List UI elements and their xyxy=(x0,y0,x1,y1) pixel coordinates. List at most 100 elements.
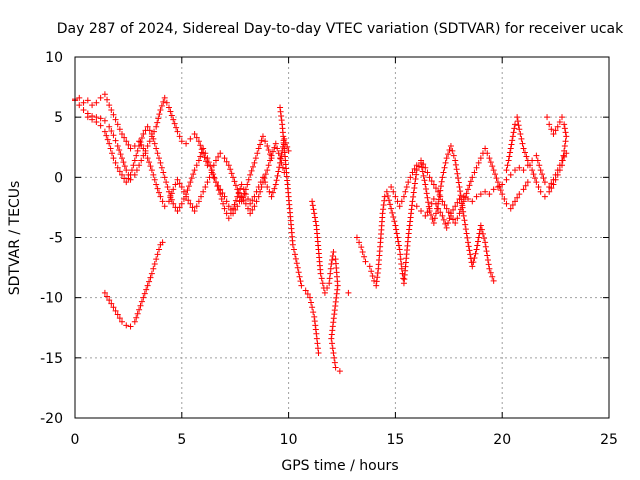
data-point xyxy=(265,147,272,154)
data-point xyxy=(240,194,247,201)
data-point xyxy=(523,153,530,160)
data-point xyxy=(403,183,410,190)
data-point xyxy=(308,299,315,306)
data-point xyxy=(477,222,484,229)
data-point xyxy=(116,315,123,322)
data-point xyxy=(318,275,325,282)
data-point xyxy=(446,215,453,222)
data-point xyxy=(142,150,149,157)
data-point xyxy=(106,123,113,130)
data-point xyxy=(110,132,117,139)
data-point xyxy=(499,181,506,188)
data-point xyxy=(425,199,432,206)
data-point xyxy=(138,135,145,142)
data-point xyxy=(466,182,473,189)
data-point xyxy=(411,184,418,191)
data-point xyxy=(526,162,533,169)
data-point xyxy=(114,311,121,318)
data-point xyxy=(161,203,168,210)
data-point xyxy=(313,330,320,337)
data-point xyxy=(231,178,238,185)
data-point xyxy=(534,157,541,164)
data-point xyxy=(117,151,124,158)
data-point xyxy=(223,158,230,165)
data-point xyxy=(387,201,394,208)
data-point xyxy=(443,205,450,212)
data-point xyxy=(490,277,497,284)
data-point xyxy=(361,253,368,260)
data-point xyxy=(329,340,336,347)
data-point xyxy=(309,198,316,205)
data-point xyxy=(293,260,300,267)
data-point xyxy=(481,235,488,242)
data-point xyxy=(127,323,134,330)
data-point xyxy=(148,131,155,138)
data-point xyxy=(178,183,185,190)
data-point xyxy=(435,188,442,195)
data-point xyxy=(268,152,275,159)
data-point xyxy=(306,294,313,301)
data-point xyxy=(455,175,462,182)
data-point xyxy=(116,168,123,175)
data-point xyxy=(151,140,158,147)
data-point xyxy=(272,140,279,147)
data-point xyxy=(84,97,91,104)
data-point xyxy=(471,254,478,261)
data-point xyxy=(560,152,567,159)
data-point xyxy=(552,176,559,183)
data-point xyxy=(424,169,431,176)
data-point xyxy=(174,176,181,183)
series-sat-b xyxy=(72,91,292,222)
data-point xyxy=(170,116,177,123)
data-point xyxy=(146,127,153,134)
data-point xyxy=(381,193,388,200)
data-point xyxy=(460,193,467,200)
data-point xyxy=(292,255,299,262)
data-point xyxy=(440,216,447,223)
data-point xyxy=(274,172,281,179)
data-point xyxy=(493,175,500,182)
data-point xyxy=(310,309,317,316)
data-point xyxy=(456,210,463,217)
series-sat-e xyxy=(277,104,352,375)
data-point xyxy=(396,203,403,210)
data-point xyxy=(167,192,174,199)
data-point xyxy=(465,186,472,193)
data-point xyxy=(137,302,144,309)
data-point xyxy=(449,147,456,154)
data-point xyxy=(93,99,100,106)
data-point xyxy=(562,138,569,145)
data-point xyxy=(440,169,447,176)
data-point xyxy=(362,258,369,265)
data-point xyxy=(80,99,87,106)
data-point xyxy=(191,208,198,215)
x-tick-label: 15 xyxy=(386,432,404,448)
series-sat-c xyxy=(84,114,288,217)
data-point xyxy=(443,155,450,162)
data-point xyxy=(512,167,519,174)
data-point xyxy=(467,251,474,258)
data-point xyxy=(394,234,401,241)
data-point xyxy=(257,188,264,195)
grid-lines xyxy=(75,57,609,418)
data-point xyxy=(203,158,210,165)
data-point xyxy=(514,194,521,201)
data-point xyxy=(273,177,280,184)
data-point xyxy=(490,186,497,193)
data-point xyxy=(424,209,431,216)
data-point xyxy=(411,180,418,187)
data-point xyxy=(114,121,121,128)
data-point xyxy=(366,263,373,270)
data-point xyxy=(465,195,472,202)
data-point xyxy=(473,164,480,171)
y-tick-label: -15 xyxy=(40,351,63,367)
data-point xyxy=(255,193,262,200)
data-point xyxy=(253,198,260,205)
data-point xyxy=(309,202,316,209)
data-point xyxy=(507,205,514,212)
data-point xyxy=(240,197,247,204)
data-point xyxy=(230,174,237,181)
data-point xyxy=(469,263,476,270)
data-point xyxy=(202,183,209,190)
